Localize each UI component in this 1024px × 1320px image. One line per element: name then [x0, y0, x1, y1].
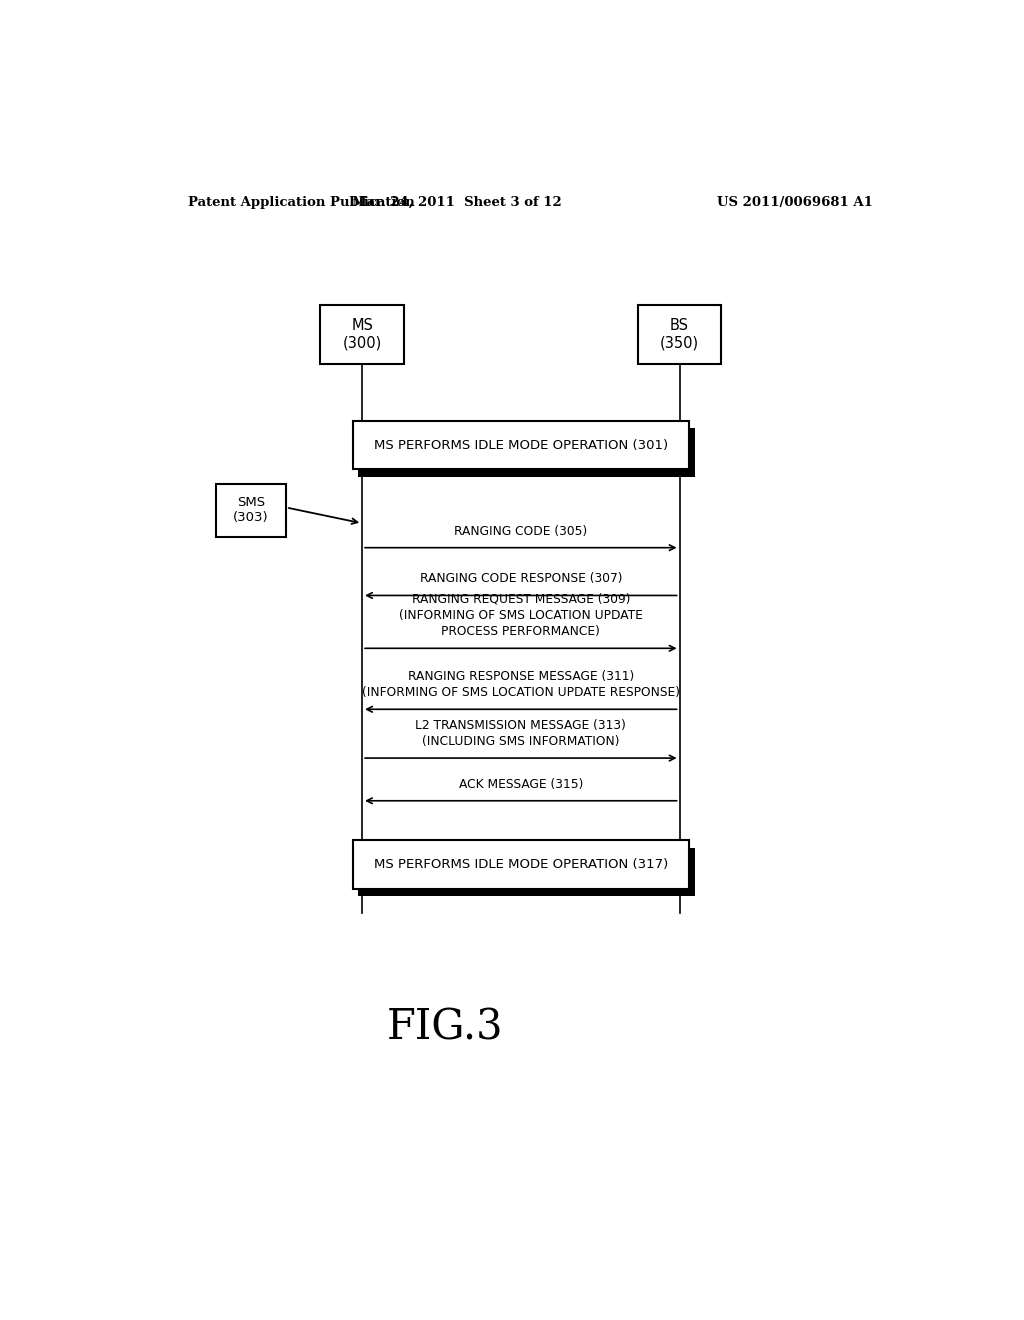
- Text: MS PERFORMS IDLE MODE OPERATION (317): MS PERFORMS IDLE MODE OPERATION (317): [374, 858, 668, 871]
- Bar: [352, 421, 689, 470]
- Text: MS PERFORMS IDLE MODE OPERATION (301): MS PERFORMS IDLE MODE OPERATION (301): [374, 438, 668, 451]
- Text: Mar. 24, 2011  Sheet 3 of 12: Mar. 24, 2011 Sheet 3 of 12: [352, 195, 562, 209]
- Text: ACK MESSAGE (315): ACK MESSAGE (315): [459, 777, 583, 791]
- Text: RANGING CODE (305): RANGING CODE (305): [455, 524, 588, 537]
- Text: RANGING RESPONSE MESSAGE (311): RANGING RESPONSE MESSAGE (311): [408, 669, 634, 682]
- Text: MS
(300): MS (300): [342, 318, 382, 350]
- Bar: [321, 305, 403, 364]
- Text: RANGING CODE RESPONSE (307): RANGING CODE RESPONSE (307): [420, 573, 623, 585]
- Text: L2 TRANSMISSION MESSAGE (313): L2 TRANSMISSION MESSAGE (313): [416, 718, 627, 731]
- Bar: [216, 483, 286, 536]
- Text: (INFORMING OF SMS LOCATION UPDATE: (INFORMING OF SMS LOCATION UPDATE: [399, 609, 643, 622]
- Text: RANGING REQUEST MESSAGE (309): RANGING REQUEST MESSAGE (309): [412, 593, 630, 606]
- Bar: [638, 305, 721, 364]
- Text: US 2011/0069681 A1: US 2011/0069681 A1: [717, 195, 872, 209]
- Text: FIG.3: FIG.3: [387, 1006, 504, 1048]
- Text: PROCESS PERFORMANCE): PROCESS PERFORMANCE): [441, 626, 600, 638]
- Text: (INCLUDING SMS INFORMATION): (INCLUDING SMS INFORMATION): [422, 735, 620, 748]
- Bar: [358, 428, 694, 477]
- Text: Patent Application Publication: Patent Application Publication: [187, 195, 415, 209]
- Text: (INFORMING OF SMS LOCATION UPDATE RESPONSE): (INFORMING OF SMS LOCATION UPDATE RESPON…: [361, 686, 680, 700]
- Text: SMS
(303): SMS (303): [233, 496, 269, 524]
- Bar: [352, 841, 689, 890]
- Text: BS
(350): BS (350): [660, 318, 699, 350]
- Bar: [358, 847, 694, 896]
